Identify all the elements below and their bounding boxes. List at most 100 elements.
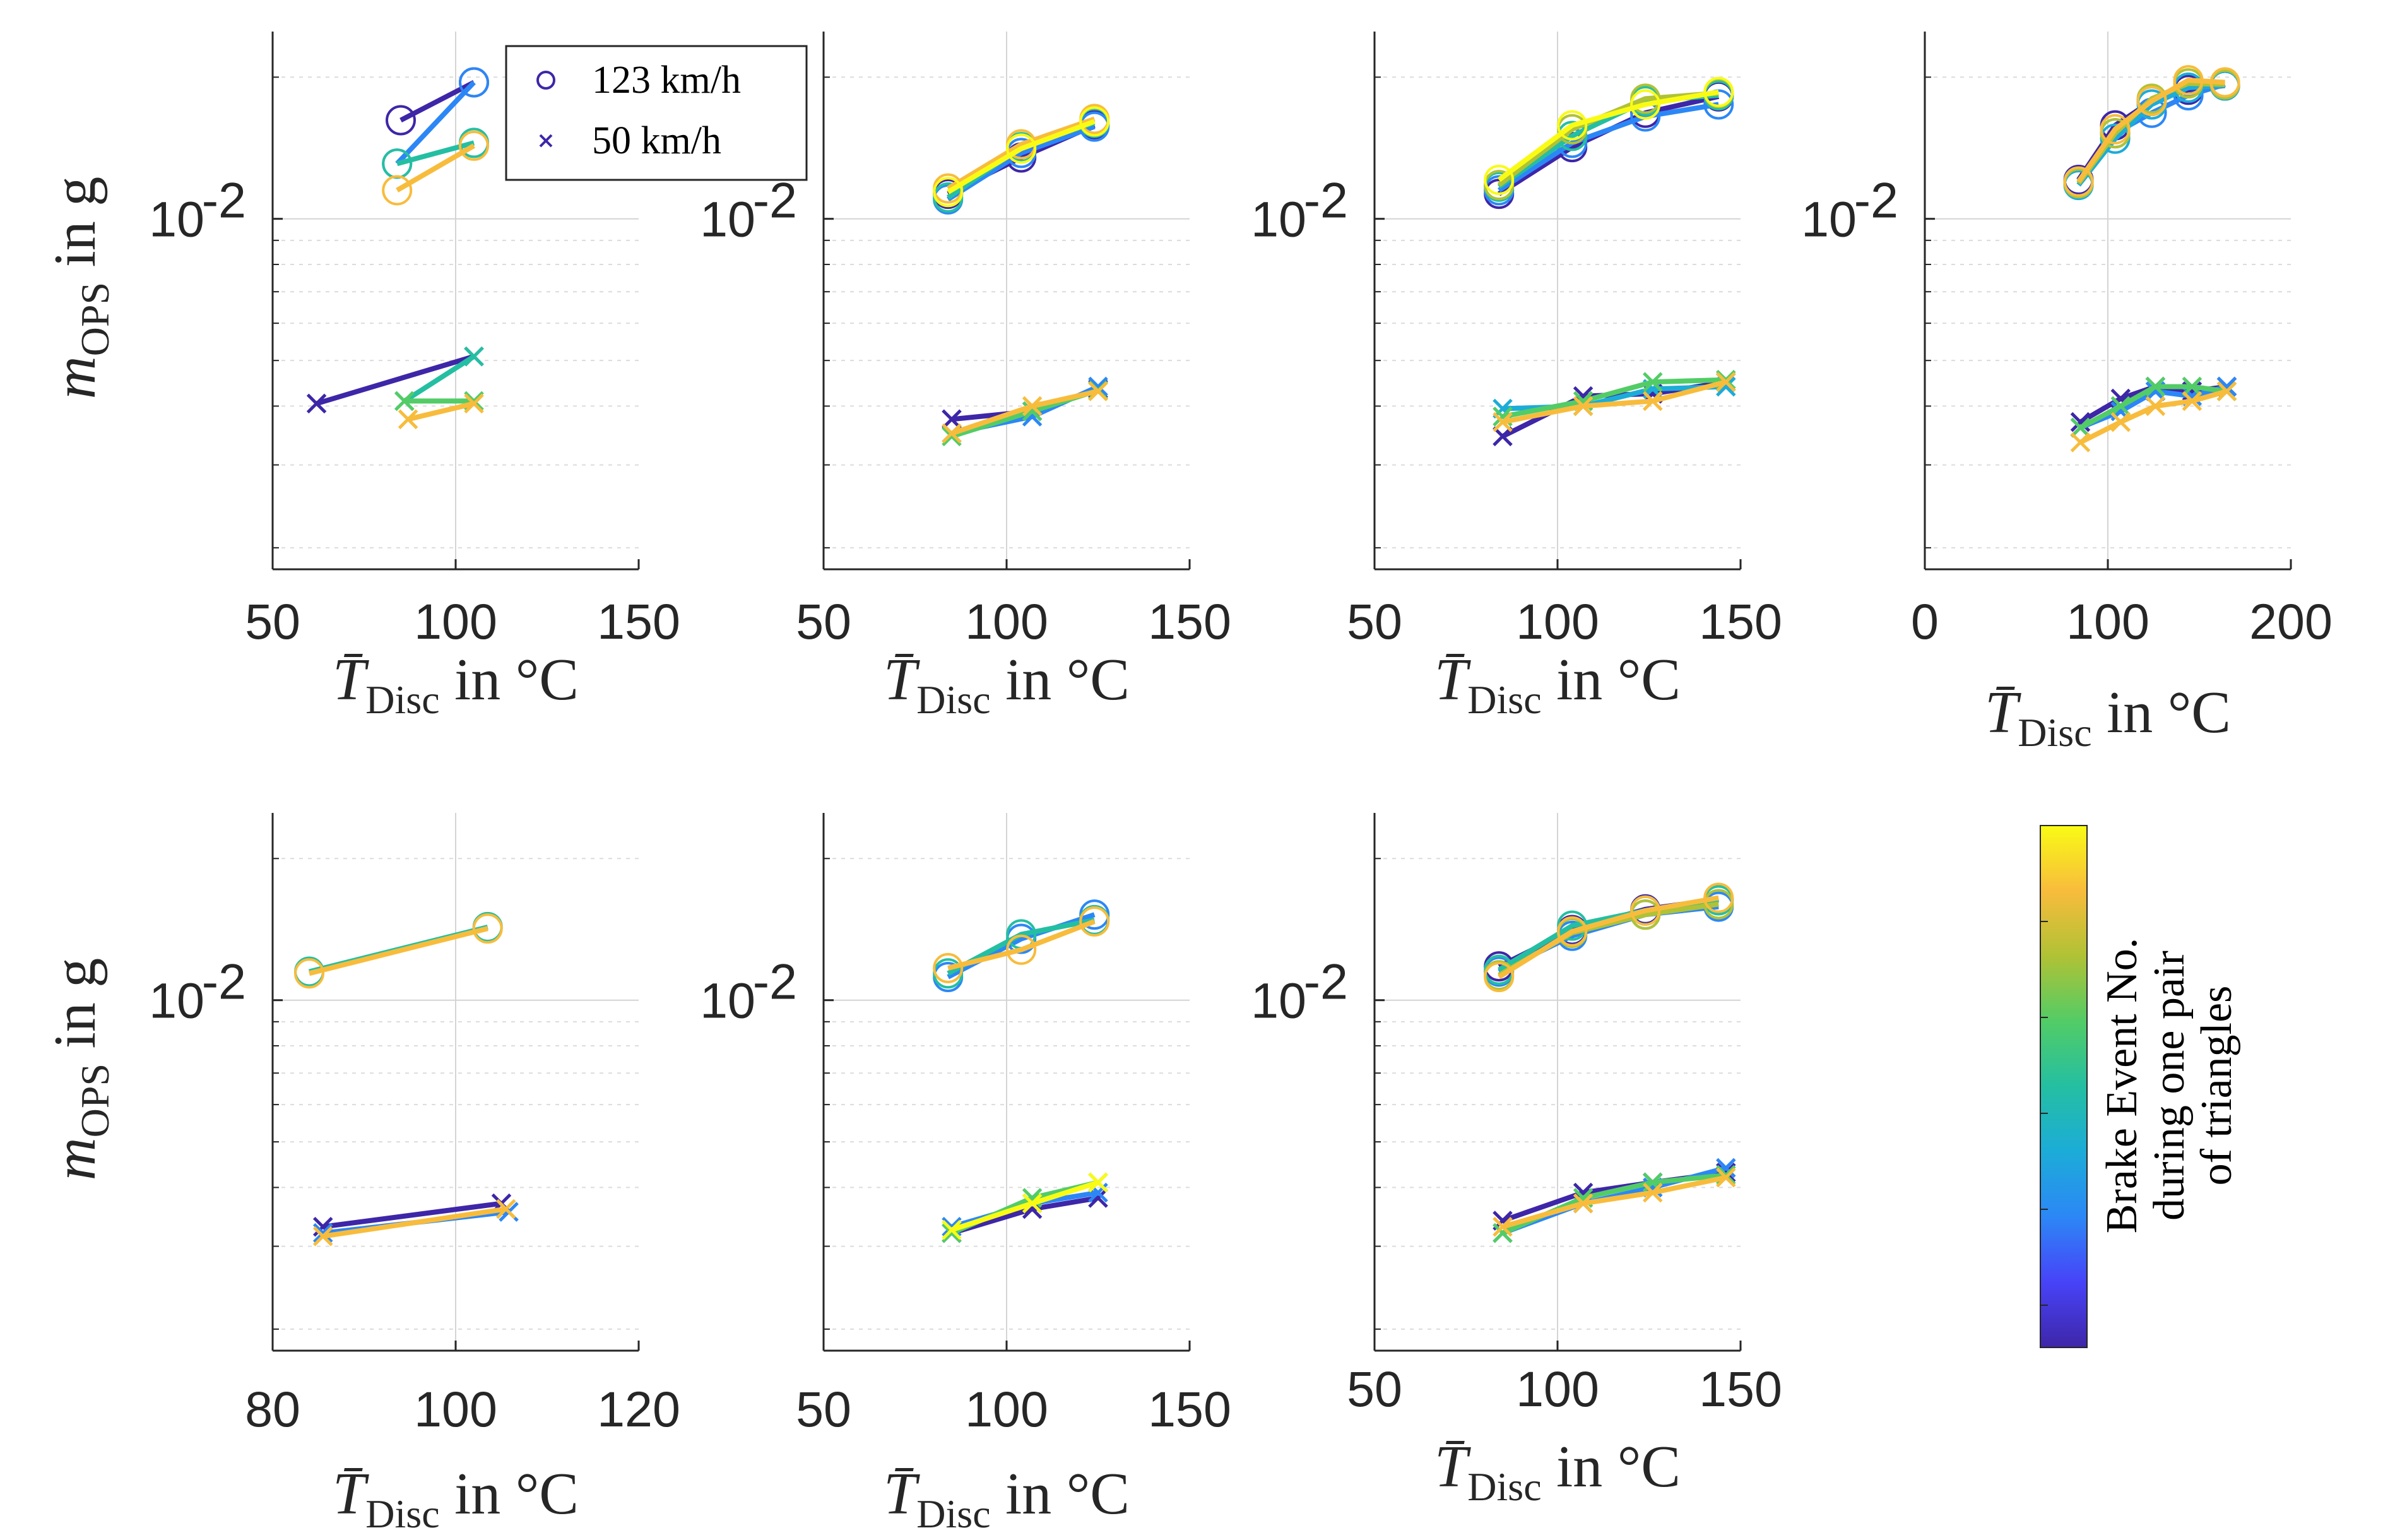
panel-2-xtick-label: 150	[1148, 593, 1231, 649]
colorbar-ticks	[2040, 921, 2048, 1306]
panel-3-data-point-circle	[1557, 110, 1588, 141]
colorbar-gradient	[2040, 825, 2088, 1348]
panel-6-data-point-circle	[933, 952, 964, 983]
panel-4-data-point-circle	[2100, 114, 2131, 145]
panel-7-series-line	[1498, 901, 1719, 978]
panel-1-data-point-cross	[394, 391, 415, 412]
panel-3-xtick-label: 150	[1699, 593, 1782, 649]
panel-2-axes: 50 100 150 10-2 T̄Disc in °C	[700, 32, 1231, 722]
panel-5-ylabel: mOPS in g	[42, 958, 117, 1180]
panel-4-axes: 0 100 200 10-2 T̄Disc in °C	[1801, 32, 2333, 755]
panel-2-series-line	[947, 116, 1096, 191]
panel-7-ytick-exponent: -2	[1304, 954, 1348, 1010]
panel-4-data-point-circle	[2209, 67, 2240, 98]
panel-6-data-point-cross	[1088, 1172, 1108, 1193]
panel-7-axes: 50 100 150 10-2 T̄Disc in °C	[1251, 813, 1782, 1509]
colorbar-label-line-3: of triangles	[2192, 986, 2241, 1186]
panel-4-data-point-cross	[2182, 376, 2203, 397]
panel-7-data-point-circle	[1703, 889, 1734, 920]
panel-2-data-point-cross	[942, 409, 962, 430]
panel-4-data-point-circle	[2063, 166, 2094, 197]
panel-2-data-point-circle	[1006, 133, 1037, 164]
panel-5-xtick-label: 100	[414, 1381, 497, 1437]
panel-2-data-point-cross	[942, 423, 962, 444]
panel-1-xtick-label: 100	[414, 593, 497, 649]
panel-6-xtick-label: 150	[1148, 1381, 1231, 1437]
panel-4-data-point-circle	[2136, 85, 2167, 116]
panel-3-data-point-circle	[1703, 76, 1734, 107]
colorbar: Brake Event No. during one pair of trian…	[2040, 825, 2241, 1348]
panel-1-series-line	[395, 80, 476, 166]
panel-4-data-point-cross	[2182, 391, 2203, 412]
legend-circle-marker	[536, 71, 555, 90]
panel-6-data-point-circle	[1079, 906, 1110, 937]
panel-7-ytick-label: 10	[1251, 973, 1306, 1029]
panel-1-ytick-label: 10	[149, 191, 204, 247]
panel-6-data-point-circle	[1006, 934, 1037, 965]
panel-5-series-line	[309, 926, 488, 976]
panel-7-data-point-circle	[1557, 916, 1588, 947]
panel-2-data-point-cross	[1088, 381, 1108, 401]
panel-3-series-line	[1502, 379, 1727, 425]
panel-3-axes: 50 100 150 10-2 T̄Disc in °C	[1251, 32, 1782, 722]
panel-1-ylabel: mOPS in g	[42, 177, 117, 399]
panel-1-series-line	[399, 80, 475, 123]
panel-1-data-point-circle	[382, 175, 413, 206]
panel-3-data-point-circle	[1630, 89, 1661, 120]
legend-box	[505, 45, 808, 181]
panel-7-data-point-cross	[1493, 1216, 1513, 1237]
panel-3-ytick-label: 10	[1251, 191, 1306, 247]
panel-3-series-line	[1497, 89, 1719, 182]
panel-1-series-line	[407, 401, 475, 422]
panel-4-data-point-cross	[2110, 396, 2131, 417]
panel-7-data-point-circle	[1630, 895, 1661, 926]
panel-3-series-line	[1498, 102, 1719, 192]
panel-5-series-line	[322, 1200, 502, 1229]
panel-2-data-point-cross	[1022, 396, 1043, 417]
panel-6-series-line	[947, 919, 1096, 971]
panel-6-ytick-exponent: -2	[753, 954, 797, 1010]
panel-3-data-point-circle	[1484, 164, 1515, 195]
legend-cross-marker	[539, 134, 553, 148]
panel-6-xtick-label: 50	[796, 1381, 851, 1437]
panel-1-ytick-exponent: -2	[202, 172, 246, 228]
panel-7-xlabel: T̄Disc in °C	[1434, 1434, 1681, 1509]
panel-4-data-point-cross	[2070, 432, 2091, 453]
panel-2-series-line	[947, 119, 1096, 194]
panel-5-xtick-label: 80	[245, 1381, 300, 1437]
panel-1-xtick-label: 150	[597, 593, 680, 649]
panel-3-data-point-cross	[1493, 426, 1513, 447]
panel-6-data-point-cross	[1022, 1193, 1043, 1214]
panel-2-xtick-label: 50	[796, 593, 851, 649]
panel-6-xtick-label: 100	[965, 1381, 1048, 1437]
panel-3-xtick-label: 50	[1347, 593, 1402, 649]
panel-1-axes: 50 100 150 10-2 T̄Disc in °C mOPS in g	[42, 32, 680, 722]
panel-4-data-point-cross	[2110, 412, 2131, 432]
panel-7-data-point-cross	[1643, 1182, 1663, 1203]
panel-7-xtick-label: 150	[1699, 1361, 1782, 1417]
panel-5-xtick-label: 120	[597, 1381, 680, 1437]
panel-7-xtick-label: 50	[1347, 1361, 1402, 1417]
panel-7-data-point-cross	[1573, 1193, 1594, 1214]
panel-1-series-line	[403, 354, 476, 403]
panel-5-ytick-label: 10	[149, 973, 204, 1029]
panel-5-data-point-cross	[312, 1226, 333, 1247]
panel-7-series-line	[1501, 1175, 1727, 1229]
panel-5-data-point-cross	[495, 1199, 516, 1219]
panel-7-xtick-label: 100	[1516, 1361, 1599, 1417]
panel-3-data-point-cross	[1573, 396, 1594, 417]
panel-5-xlabel: T̄Disc in °C	[333, 1461, 579, 1536]
panel-3-xtick-label: 100	[1516, 593, 1599, 649]
panel-2-series-line	[947, 124, 1096, 202]
legend: 123 km/h 50 km/h	[505, 45, 808, 181]
panel-4-xlabel: T̄Disc in °C	[1985, 680, 2231, 755]
panel-1-data-point-cross	[464, 393, 484, 414]
colorbar-label-line-2: during one pair	[2145, 951, 2194, 1221]
panel-7-data-point-circle	[1484, 962, 1515, 993]
panel-5-ytick-exponent: -2	[202, 954, 246, 1010]
panel-1-data-point-cross	[306, 393, 327, 414]
panel-3-data-point-cross	[1643, 372, 1663, 393]
panel-4-ytick-label: 10	[1801, 191, 1857, 247]
panel-1-data-point-cross	[398, 409, 418, 430]
panel-4-ytick-exponent: -2	[1854, 172, 1898, 228]
